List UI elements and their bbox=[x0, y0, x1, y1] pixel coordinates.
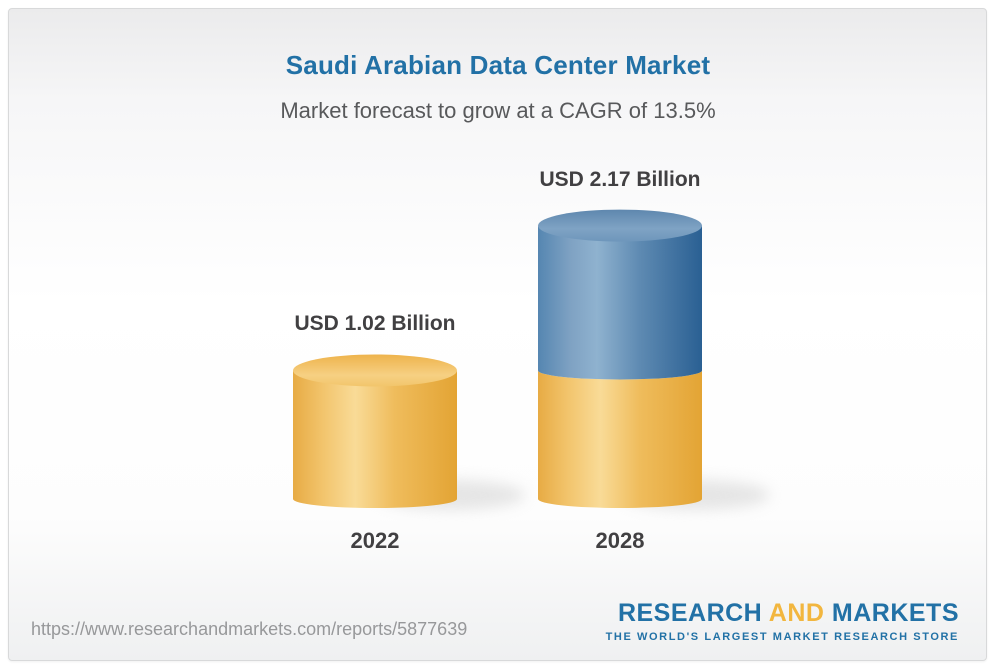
x-axis-label-2028: 2028 bbox=[595, 528, 645, 553]
logo-word-research: RESEARCH bbox=[617, 599, 763, 627]
cylinder-2028-segment-gold bbox=[538, 370, 702, 508]
logo-wordmark: RESEARCH AND MARKETS bbox=[606, 599, 959, 628]
research-and-markets-logo: RESEARCH AND MARKETS THE WORLD'S LARGEST… bbox=[605, 599, 959, 643]
cylinder-2028-segment-blue bbox=[538, 225, 702, 380]
cylinder-2028-top-cap bbox=[538, 209, 702, 242]
report-url: https://www.researchandmarkets.com/repor… bbox=[31, 619, 468, 639]
bar-value-label-2022: USD 1.02 Billion bbox=[294, 312, 456, 336]
x-axis-label-2022: 2022 bbox=[350, 528, 400, 553]
bar-value-label-2028: USD 2.17 Billion bbox=[539, 167, 701, 191]
logo-word-and: AND bbox=[768, 599, 825, 627]
chart-title: Saudi Arabian Data Center Market bbox=[285, 50, 711, 80]
chart-subtitle: Market forecast to grow at a CAGR of 13.… bbox=[280, 98, 716, 123]
cylinder-2022-top-cap bbox=[293, 354, 457, 387]
logo-tagline: THE WORLD'S LARGEST MARKET RESEARCH STOR… bbox=[605, 630, 959, 643]
cylinder-2022-segment-gold bbox=[293, 370, 457, 508]
logo-word-markets: MARKETS bbox=[831, 599, 959, 627]
card-frame bbox=[8, 8, 987, 661]
